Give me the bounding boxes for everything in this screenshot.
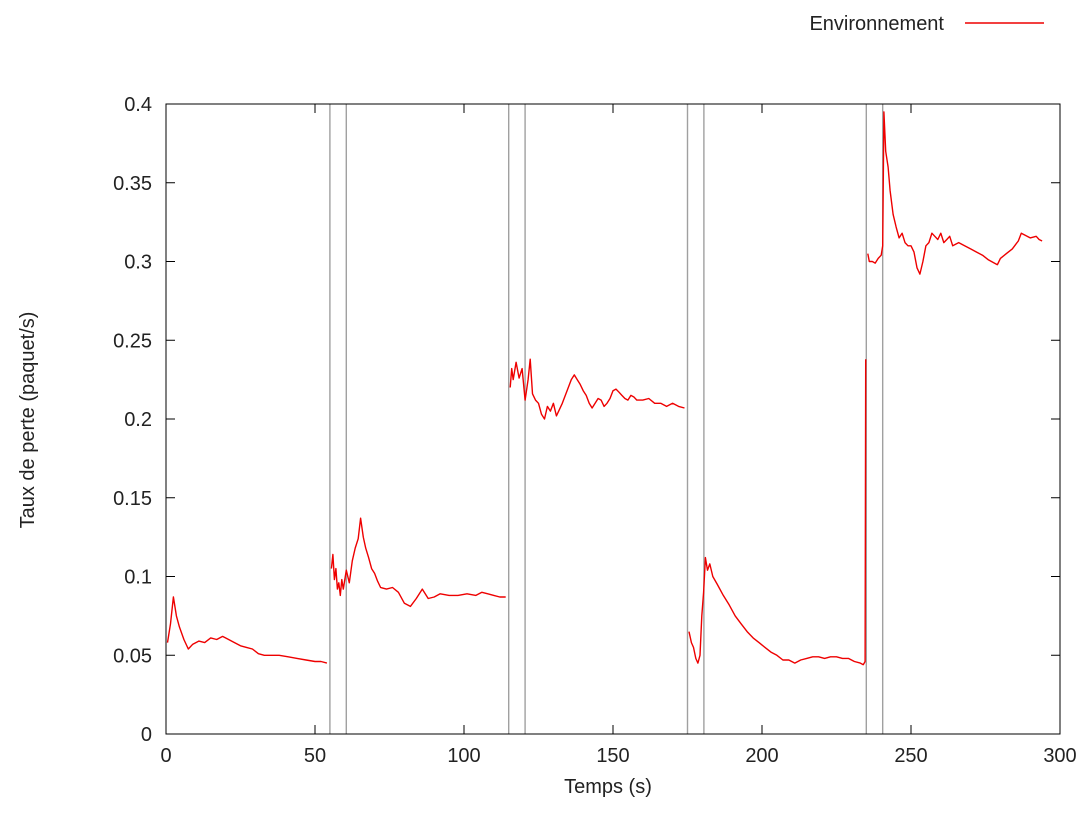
y-tick-label: 0.1	[124, 567, 152, 589]
x-tick-label: 300	[1043, 745, 1076, 767]
legend: Environnement	[809, 13, 1044, 35]
y-tick-label: 0.4	[124, 94, 152, 116]
x-tick-label: 50	[304, 745, 326, 767]
x-tick-label: 100	[447, 745, 480, 767]
legend-label-environnement: Environnement	[809, 13, 944, 35]
x-tick-label: 250	[894, 745, 927, 767]
y-tick-label: 0.3	[124, 252, 152, 274]
x-tick-label: 150	[596, 745, 629, 767]
series-line-segment-0	[166, 596, 328, 664]
series-line-segment-3	[688, 359, 867, 666]
y-axis-label: Taux de perte (paquet/s)	[17, 312, 39, 529]
y-tick-label: 0.15	[113, 488, 152, 510]
y-tick-label: 0	[141, 724, 152, 746]
series-line-segment-4	[867, 111, 1043, 275]
x-tick-labels: 0 50 100 150 200 250 300	[160, 745, 1076, 767]
y-tick-label: 0.2	[124, 409, 152, 431]
axis-ticks	[165, 103, 1061, 735]
x-tick-label: 0	[160, 745, 171, 767]
series-layer	[166, 111, 1043, 666]
y-tick-label: 0.05	[113, 645, 152, 667]
y-tick-label: 0.35	[113, 173, 152, 195]
series-line-segment-1	[330, 517, 506, 608]
x-tick-label: 200	[745, 745, 778, 767]
series-line-segment-2	[509, 358, 685, 420]
y-tick-label: 0.25	[113, 330, 152, 352]
y-tick-labels: 0 0.05 0.1 0.15 0.2 0.25 0.3 0.35 0.4	[113, 94, 152, 746]
x-axis-label: Temps (s)	[564, 776, 652, 798]
